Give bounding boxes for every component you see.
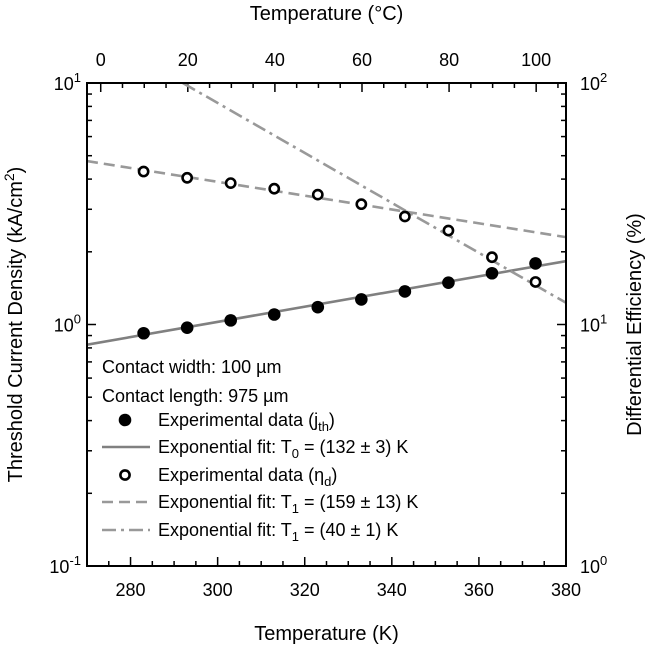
y-right-tick-label: 100 [580,553,607,577]
x-top-tick-label: 80 [439,50,459,70]
x-axis-title-bottom: Temperature (K) [254,623,399,645]
x-top-tick-label: 100 [521,50,551,70]
legend-label-sub: 1 [292,529,299,544]
legend-label-sub: 1 [292,501,299,516]
y-right-tick-label: 101 [580,312,607,336]
x-bottom-tick-label: 340 [377,580,407,600]
legend-label-main: Exponential fit: T [158,437,292,457]
legend-entry: Experimental data (jth) [118,410,335,434]
legend-label-after: = (40 ± 1) K [299,520,398,540]
data-point-jth [137,326,150,340]
data-point-jth [485,266,499,280]
legend-label-after: = (159 ± 13) K [299,492,418,512]
data-point-etad [529,276,542,288]
y-right-tick-label-base: 10 [580,316,600,336]
legend-label-main: Experimental data (j [158,410,318,430]
legend-label: Exponential fit: T1 = (159 ± 13) K [158,492,418,516]
legend-label: Exponential fit: T1 = (40 ± 1) K [158,520,398,544]
data-point-etad [355,198,368,211]
x-bottom-tick-label: 280 [116,580,146,600]
data-point-jth [311,300,325,314]
legend-label-after: ) [331,465,337,485]
legend-label: Exponential fit: T0 = (132 ± 3) K [158,437,408,461]
data-point-etad [398,210,411,223]
data-point-etad [486,251,498,264]
data-point-etad [442,224,455,237]
data-point-etad [181,171,194,184]
y-left-tick-label-base: 10 [54,316,74,336]
y-axis-title-left: Threshold Current Density (kA/cm2) [1,167,27,483]
fit-line-dashed [87,159,566,239]
y-axis-title-right: Differential Efficiency (%) [624,213,646,436]
legend-label: Experimental data (ηd) [158,465,337,489]
y-left-tick-label-exp: 0 [74,312,81,327]
data-point-jth [224,314,237,327]
plot-frame [86,82,567,567]
x-top-tick-label: 20 [178,50,198,70]
y-left-tick-label-exp: -1 [69,553,81,568]
legend-marker-open-circle [119,469,131,481]
legend-label-main: Experimental data (η [158,465,324,485]
data-layer [87,83,566,346]
data-point-jth [180,321,194,334]
y-left-tick-label-base: 10 [49,557,69,577]
x-top-tick-label: 60 [352,50,372,70]
data-point-etad [268,182,281,195]
legend-label-main: Exponential fit: T [158,492,292,512]
legend-label-main: Exponential fit: T [158,520,292,540]
y-left-tick-label: 101 [54,70,81,94]
data-point-etad [137,165,150,178]
legend-entry: Experimental data (ηd) [119,465,337,489]
legend-entry: Exponential fit: T1 = (159 ± 13) K [102,492,418,516]
y-right-tick-label-exp: 1 [600,312,607,327]
legend-label-sub: 0 [292,446,299,461]
x-axis-title-top: Temperature (°C) [250,3,404,25]
legend-contact-width: Contact width: 100 µm [102,357,281,377]
y-left-title-main: Threshold Current Density (kA/cm [5,181,27,482]
legend-marker-filled-circle [118,413,132,427]
data-point-etad [224,177,237,190]
y-right-tick-label-base: 10 [580,557,600,577]
y-right-tick-label-base: 10 [580,74,600,94]
x-bottom-tick-label: 320 [290,580,320,600]
x-bottom-tick-label: 380 [551,580,581,600]
y-left-title-sup: 2 [1,173,17,181]
data-point-etad [311,188,324,201]
fit-line-dash-dot [182,83,566,304]
data-point-jth [442,276,455,289]
legend-label-sub: d [324,474,331,489]
y-left-title-end: ) [5,167,27,174]
y-right-tick-label-exp: 2 [600,70,607,85]
x-bottom-tick-label: 360 [464,580,494,600]
data-point-jth [267,308,281,321]
y-right-tick-label: 102 [580,70,607,94]
legend-label: Experimental data (jth) [158,410,335,434]
x-top-tick-label: 40 [265,50,285,70]
y-right-tick-label-exp: 0 [600,553,607,568]
y-left-tick-label: 10-1 [49,553,81,577]
x-top-tick-label: 0 [96,50,106,70]
data-point-jth [398,285,412,298]
legend-entry: Exponential fit: T1 = (40 ± 1) K [102,520,398,544]
data-point-jth [529,257,542,270]
legend-label-after: = (132 ± 3) K [299,437,408,457]
legend-contact-length: Contact length: 975 µm [102,386,288,406]
y-left-tick-label-base: 10 [54,74,74,94]
y-left-tick-label-exp: 1 [74,70,81,85]
data-point-jth [355,293,368,306]
y-left-tick-label: 100 [54,312,81,336]
legend-label-sub: th [318,419,329,434]
legend-entry: Exponential fit: T0 = (132 ± 3) K [102,437,408,461]
legend: Contact width: 100 µm Contact length: 975… [102,357,418,544]
x-bottom-tick-label: 300 [203,580,233,600]
legend-label-after: ) [329,410,335,430]
